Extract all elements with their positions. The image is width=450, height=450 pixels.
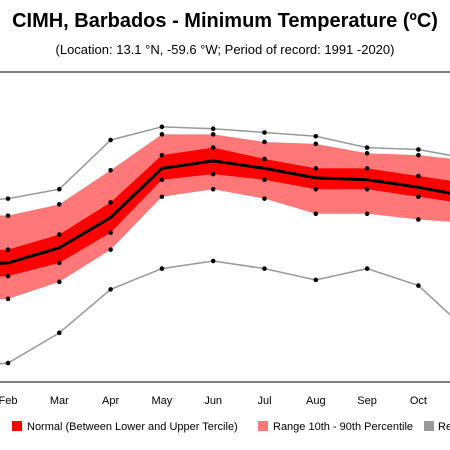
p10-point xyxy=(416,217,421,222)
p90-point xyxy=(57,202,62,207)
p10-point xyxy=(5,296,11,302)
record-high-point xyxy=(108,137,113,143)
x-tick-label: Mar xyxy=(50,395,69,407)
x-tick-label: Jul xyxy=(257,395,271,407)
lower-tercile-point xyxy=(210,171,216,177)
record-low-line xyxy=(0,260,450,365)
legend-swatch xyxy=(12,421,22,431)
record-high-point xyxy=(364,145,370,150)
chart-subtitle: (Location: 13.1 °N, -59.6 °W; Period of … xyxy=(55,42,395,57)
p90-point xyxy=(159,132,165,137)
x-tick-label: Oct xyxy=(410,395,427,407)
chart-title: CIMH, Barbados - Minimum Temperature (ºC… xyxy=(12,10,438,32)
lower-tercile-point xyxy=(416,194,421,200)
legend-label: Range 10th - 90th Percentile xyxy=(273,421,413,433)
p90-point xyxy=(108,167,113,173)
lower-tercile-point xyxy=(159,177,165,183)
record-low-point xyxy=(262,266,267,271)
legend-label: Normal (Between Lower and Upper Tercile) xyxy=(27,421,238,433)
x-tick-label: Sep xyxy=(357,395,377,407)
lower-tercile-point xyxy=(57,260,62,266)
p10-point xyxy=(57,279,62,285)
record-low-point xyxy=(210,258,216,264)
record-high-point xyxy=(416,147,421,152)
record-low-point xyxy=(108,287,113,292)
upper-tercile-point xyxy=(416,173,421,179)
x-tick-label: Apr xyxy=(102,395,119,407)
p10-point xyxy=(159,194,165,200)
legend-label: Record Low and High xyxy=(438,421,450,433)
record-low-point xyxy=(364,266,370,271)
legend-swatch xyxy=(424,421,434,431)
upper-tercile-point xyxy=(364,166,370,171)
lower-tercile-point xyxy=(108,230,113,235)
p10-point xyxy=(108,247,113,252)
upper-tercile-point xyxy=(57,232,62,237)
median-line xyxy=(0,159,450,265)
record-high-point xyxy=(313,133,319,139)
p90-point xyxy=(210,132,216,137)
record-high-point xyxy=(57,186,62,192)
upper-tercile-point xyxy=(5,247,11,252)
p90-point xyxy=(416,152,421,158)
p10-point xyxy=(313,211,319,217)
record-high-point xyxy=(159,124,165,130)
p90-point xyxy=(313,141,319,147)
lower-tercile-point xyxy=(5,273,11,279)
upper-tercile-point xyxy=(313,166,319,171)
p10-point xyxy=(210,186,216,192)
x-tick-label: Aug xyxy=(306,395,326,407)
record-low-point xyxy=(159,266,165,271)
p90-point xyxy=(364,150,370,156)
record-high-point xyxy=(210,126,216,132)
p10-point xyxy=(262,196,267,201)
p10-point xyxy=(364,211,370,217)
x-tick-label: May xyxy=(152,395,173,407)
upper-tercile-point xyxy=(159,152,165,158)
record-low-point xyxy=(313,277,319,283)
record-low-point xyxy=(57,330,62,336)
lower-tercile-point xyxy=(364,186,370,192)
x-tick-label: Feb xyxy=(0,395,17,407)
record-low-point xyxy=(5,360,11,366)
record-low-point xyxy=(416,283,421,288)
p90-point xyxy=(5,213,11,218)
lower-tercile-point xyxy=(262,177,267,183)
legend-swatch xyxy=(258,421,268,431)
lower-tercile-point xyxy=(313,186,319,192)
upper-tercile-point xyxy=(210,145,216,150)
upper-tercile-point xyxy=(262,156,267,162)
p90-point xyxy=(262,139,267,145)
upper-tercile-point xyxy=(108,200,113,205)
record-high-point xyxy=(5,196,11,201)
x-tick-label: Jun xyxy=(204,395,222,407)
record-high-point xyxy=(262,130,267,135)
plot-frame xyxy=(0,71,450,383)
